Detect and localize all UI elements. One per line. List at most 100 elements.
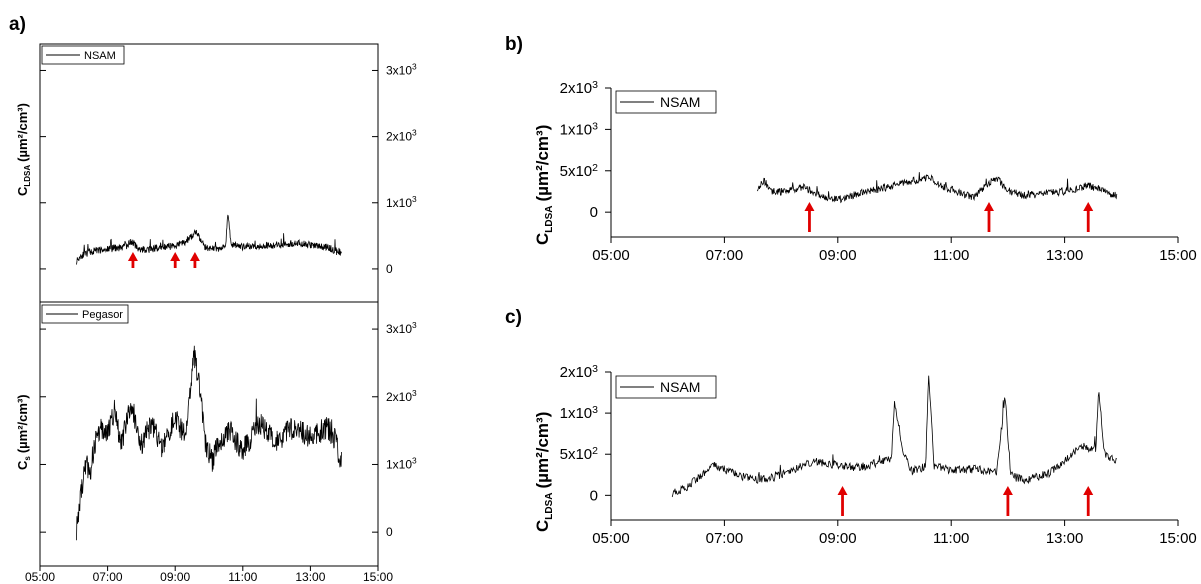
y-tick-label: 2x103 [560, 79, 599, 97]
y-label-unit: (µm²/cm³) [15, 103, 30, 162]
y-axis-label: CLDSA (µm²/cm³) [533, 125, 555, 245]
series-group [76, 345, 342, 541]
plot-frame [39, 43, 379, 303]
y-label-subscript: s [23, 456, 32, 461]
x-tick-label: 13:00 [1046, 530, 1084, 547]
series-group [671, 375, 1117, 498]
x-axis: 05:00 07:00 09:00 11:00 13:00 15:00 [25, 566, 393, 584]
y-label-unit: (µm²/cm³) [533, 125, 552, 202]
y-axis-left-ticks [40, 69, 46, 270]
arrow-head [189, 252, 200, 261]
y-tick-label: 0 [386, 262, 393, 276]
arrow-head [127, 252, 138, 261]
x-tick-label: 05:00 [592, 247, 630, 264]
y-tick-label: 2x103 [560, 363, 599, 381]
y-label-main: C [533, 233, 552, 245]
x-tick-label: 07:00 [706, 530, 744, 547]
y-axis-label: CLDSA (µm²/cm³) [15, 103, 32, 196]
y-tick-label: 2x103 [386, 128, 417, 144]
arrow-head [170, 252, 181, 261]
x-tick-label: 11:00 [228, 570, 257, 584]
legend: Pegasor [41, 304, 129, 324]
data-line [76, 214, 342, 265]
plot-frame [39, 301, 379, 567]
y-label-subscript: LDSA [23, 165, 32, 187]
y-tick-label: 5x102 [560, 445, 599, 463]
legend-box [615, 90, 717, 114]
legend: NSAM [615, 90, 717, 114]
y-label-subscript: LDSA [544, 492, 555, 519]
y-label-main: C [15, 186, 30, 196]
y-tick-label: 2x103 [386, 388, 417, 404]
legend-box [41, 45, 125, 65]
y-tick-label: 3x103 [386, 61, 417, 77]
legend-label: Pegasor [82, 309, 123, 321]
arrows-group [127, 252, 200, 268]
arrow-head [1083, 202, 1094, 211]
chart-a-top: 0 1x103 2x103 3x103 NSAM CLDSA (µm²/cm³) [15, 43, 417, 303]
y-tick-label: 1x103 [560, 120, 599, 138]
x-tick-label: 11:00 [933, 530, 969, 547]
x-tick-label: 15:00 [1159, 247, 1197, 264]
chart-b: 0 5x102 1x103 2x103 05:00 07:00 09:00 11:00 13:… [533, 79, 1197, 264]
arrow-head [804, 202, 815, 211]
y-label-main: C [533, 520, 552, 532]
y-tick-label: 1x103 [560, 404, 599, 422]
arrows-group [837, 486, 1094, 516]
chart-a-bottom: 0 1x103 2x103 3x103 05:00 07:00 09:00 11:00 13:… [15, 301, 417, 584]
legend-label: NSAM [660, 94, 700, 110]
arrows-group [804, 202, 1094, 232]
y-label-unit: (µm²/cm³) [15, 394, 30, 453]
x-tick-label: 13:00 [1046, 247, 1084, 264]
legend: NSAM [41, 45, 125, 65]
series-group [756, 172, 1118, 204]
y-axis-left-ticks [40, 328, 46, 533]
panel-letter-a: a) [9, 14, 26, 35]
y-tick-label: 5x102 [560, 162, 599, 180]
series-group [76, 214, 342, 265]
data-line [756, 172, 1118, 204]
legend-box [41, 304, 129, 324]
x-tick-label: 05:00 [592, 530, 630, 547]
x-tick-label: 09:00 [819, 530, 857, 547]
arrow-head [984, 202, 994, 211]
x-tick-label: 15:00 [363, 570, 393, 584]
data-line [76, 345, 342, 541]
x-tick-label: 15:00 [1159, 530, 1197, 547]
x-axis: 05:00 07:00 09:00 11:00 13:00 15:00 [592, 237, 1197, 264]
y-tick-label: 1x103 [386, 455, 417, 471]
y-tick-label: 3x103 [386, 320, 417, 336]
x-tick-label: 09:00 [160, 570, 190, 584]
y-label-unit: (µm²/cm³) [533, 412, 552, 489]
panel-letter-b: b) [505, 34, 523, 55]
x-axis: 05:00 07:00 09:00 11:00 13:00 15:00 [592, 520, 1197, 547]
x-tick-label: 05:00 [25, 570, 55, 584]
x-tick-label: 09:00 [819, 247, 857, 264]
x-tick-label: 11:00 [933, 247, 969, 264]
x-tick-label: 13:00 [295, 570, 325, 584]
legend-label: NSAM [84, 50, 116, 62]
arrow-head [1002, 486, 1013, 495]
y-axis: 0 5x102 1x103 2x103 [560, 79, 611, 221]
y-label-main: C [15, 460, 30, 470]
data-line [671, 375, 1117, 498]
y-axis: 0 5x102 1x103 2x103 [560, 363, 611, 504]
y-axis-label: Cs (µm²/cm³) [15, 394, 32, 470]
y-label-subscript: LDSA [544, 205, 555, 232]
x-tick-label: 07:00 [706, 247, 744, 264]
legend-label: NSAM [660, 379, 700, 395]
y-tick-label: 0 [386, 525, 393, 539]
legend-box [615, 375, 717, 399]
y-tick-label: 1x103 [386, 194, 417, 210]
y-axis-label: CLDSA (µm²/cm³) [533, 412, 555, 532]
x-tick-label: 07:00 [93, 570, 123, 584]
y-tick-label: 0 [590, 487, 598, 504]
arrow-head [837, 486, 848, 495]
y-tick-label: 0 [590, 204, 598, 221]
legend: NSAM [615, 375, 717, 399]
chart-c: 0 5x102 1x103 2x103 05:00 07:00 09:00 11:00 13:… [533, 363, 1197, 547]
y-axis-right: 0 1x103 2x103 3x103 [372, 320, 417, 539]
y-axis-right: 0 1x103 2x103 3x103 [372, 61, 417, 276]
arrow-head [1083, 486, 1094, 495]
